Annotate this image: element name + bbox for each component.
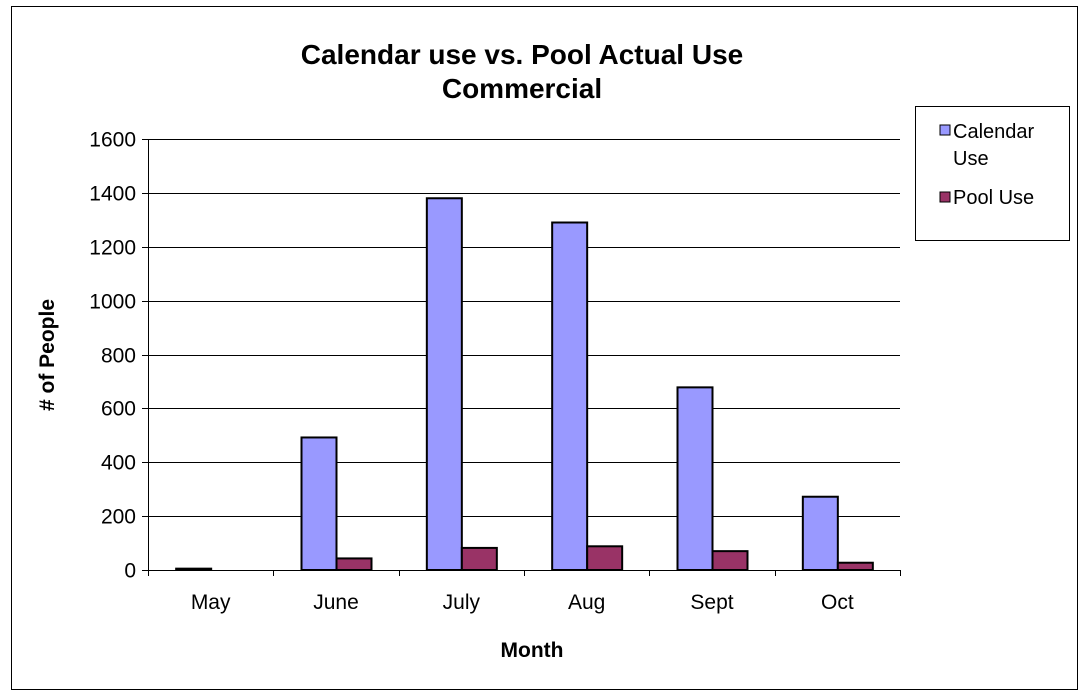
legend-swatch-calendar-use [939, 124, 951, 136]
bar-pool-use [836, 561, 874, 571]
y-tick-label: 400 [101, 452, 136, 475]
y-axis-title: # of People [36, 299, 59, 411]
legend: Calendar Use Pool Use [915, 106, 1070, 241]
x-tick-label: Oct [821, 591, 854, 614]
y-tick-label: 1200 [89, 237, 136, 260]
bar-calendar-use [801, 495, 839, 572]
y-tick-label: 1000 [89, 291, 136, 314]
y-tick-label: 200 [101, 506, 136, 529]
legend-label-calendar-use-line-1: Calendar [953, 121, 1035, 143]
bar-pool-use [335, 557, 373, 571]
y-tick-label: 1400 [89, 183, 136, 206]
x-tick-label: Sept [690, 591, 733, 614]
y-tick-label: 0 [124, 560, 136, 583]
bar-calendar-use [175, 567, 213, 572]
legend-label-pool-use: Pool Use [953, 187, 1034, 209]
bar-calendar-use [551, 221, 589, 571]
chart-border [11, 6, 1078, 690]
bar-pool-use [460, 546, 498, 572]
chart-title-line-1: Calendar use vs. Pool Actual Use [301, 39, 743, 70]
bar-calendar-use [676, 386, 714, 571]
bar-pool-use [711, 550, 749, 571]
legend-swatch-pool-use [939, 191, 951, 203]
x-axis-title: Month [501, 639, 564, 662]
y-tick-label: 1600 [89, 129, 136, 152]
x-tick-label: June [313, 591, 359, 614]
bar-calendar-use [425, 197, 463, 571]
x-tick-label: July [443, 591, 481, 614]
y-tick-label: 800 [101, 345, 136, 368]
x-tick-label: May [191, 591, 231, 614]
y-tick-label: 600 [101, 398, 136, 421]
plot-area: 0 200 400 600 800 1000 1200 1400 1600 May June July… [89, 129, 901, 614]
chart-title-line-2: Commercial [442, 73, 602, 104]
x-tick-label: Aug [568, 591, 605, 614]
bar-calendar-use [300, 436, 338, 571]
legend-label-calendar-use-line-2: Use [953, 148, 989, 170]
bar-pool-use [586, 545, 624, 571]
